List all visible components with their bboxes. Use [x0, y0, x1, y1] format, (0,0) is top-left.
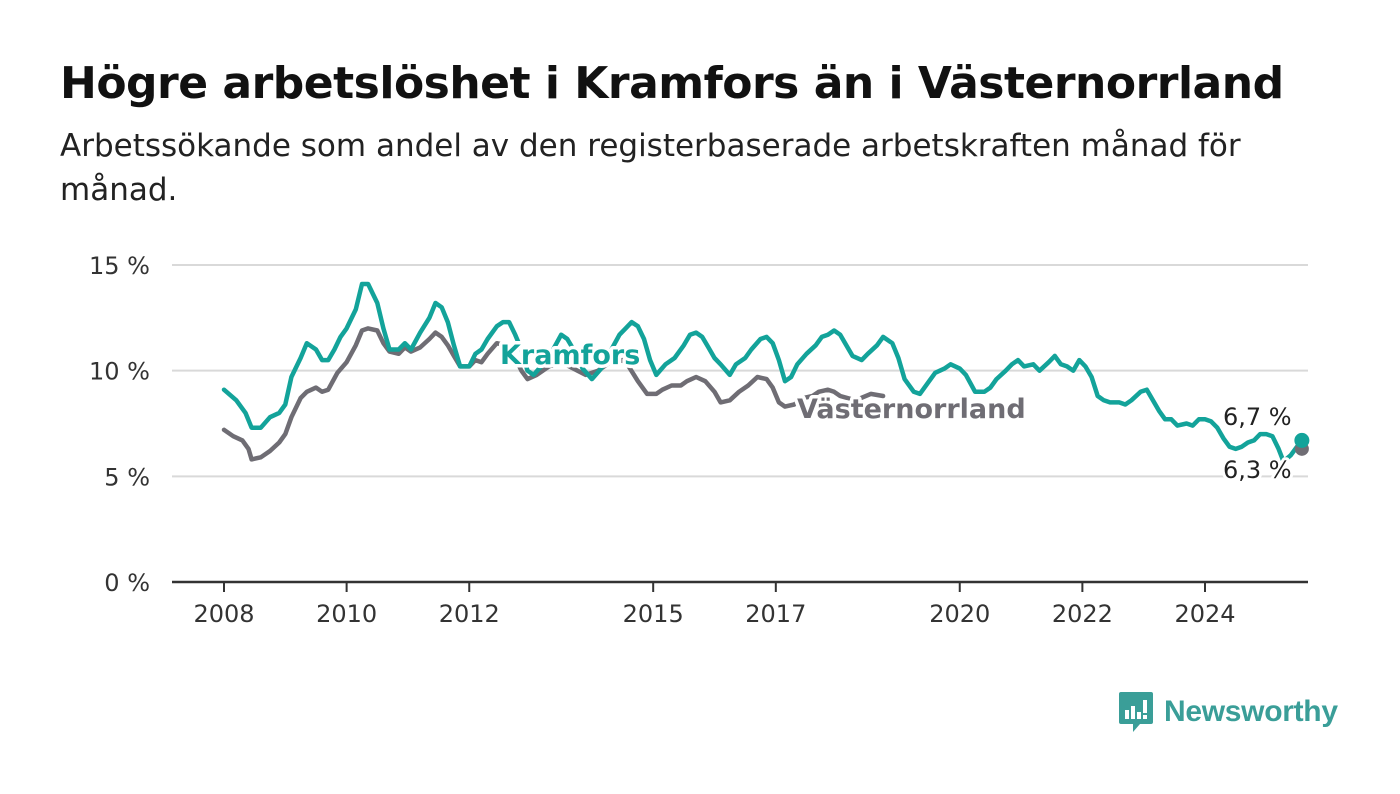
chart-title: Högre arbetslöshet i Kramfors än i Väste…	[60, 58, 1284, 109]
x-tick-label: 2017	[745, 600, 806, 628]
y-tick-label: 10 %	[89, 358, 150, 386]
end-label-vasternorrland: 6,3 %	[1223, 456, 1292, 484]
series-label-kramfors: Kramfors	[500, 340, 640, 371]
brand-name: Newsworthy	[1164, 695, 1338, 728]
series-line-kramfors	[221, 281, 1305, 464]
y-axis-ticks: 0 % 5 % 10 % 15 %	[89, 252, 150, 597]
x-tick-label: 2010	[316, 600, 377, 628]
x-tick-label: 2020	[929, 600, 990, 628]
x-tick-label: 2012	[439, 600, 500, 628]
x-tick-label: 2022	[1052, 600, 1113, 628]
series-lines	[221, 281, 1310, 464]
y-tick-label: 15 %	[89, 252, 150, 280]
end-point-kramfors	[1294, 432, 1310, 448]
series-label-vasternorrland: Västernorrland	[797, 394, 1026, 425]
x-tick-label: 2015	[623, 600, 684, 628]
x-tick-label: 2008	[193, 600, 254, 628]
series-line-vasternorrland	[221, 326, 886, 462]
newsworthy-logo: Newsworthy	[1118, 690, 1338, 734]
y-tick-label: 5 %	[104, 463, 150, 491]
end-label-kramfors: 6,7 %	[1223, 403, 1292, 431]
y-tick-label: 0 %	[104, 569, 150, 597]
chart-subtitle: Arbetssökande som andel av den registerb…	[60, 128, 1241, 208]
gridlines	[172, 264, 1308, 584]
series-labels: Kramfors Västernorrland 6,7 % 6,3 %	[497, 337, 1295, 488]
x-tick-label: 2024	[1174, 600, 1235, 628]
newsworthy-logo-icon	[1119, 692, 1153, 732]
x-axis-ticks: 2008 2010 2012 2015 2017 2020 2022 2024	[193, 582, 1236, 628]
